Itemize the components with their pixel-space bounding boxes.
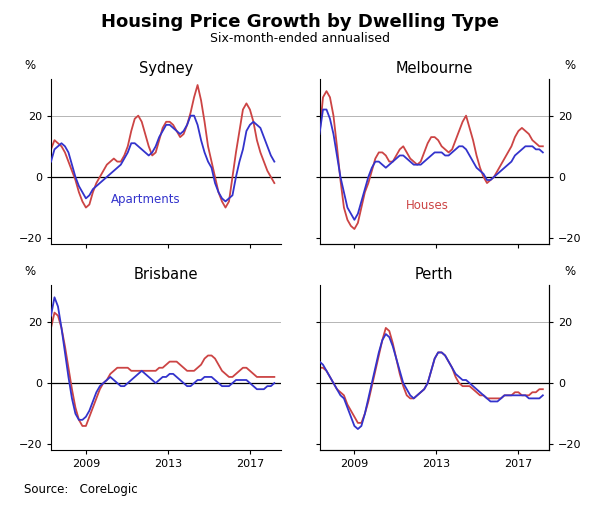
- Text: %: %: [564, 59, 575, 72]
- Text: Housing Price Growth by Dwelling Type: Housing Price Growth by Dwelling Type: [101, 13, 499, 31]
- Title: Sydney: Sydney: [139, 62, 193, 76]
- Text: Houses: Houses: [406, 199, 448, 212]
- Title: Brisbane: Brisbane: [134, 268, 198, 282]
- Text: %: %: [25, 59, 36, 72]
- Text: %: %: [564, 265, 575, 278]
- Title: Perth: Perth: [415, 268, 454, 282]
- Title: Melbourne: Melbourne: [395, 62, 473, 76]
- Text: Six-month-ended annualised: Six-month-ended annualised: [210, 32, 390, 45]
- Text: %: %: [25, 265, 36, 278]
- Text: Apartments: Apartments: [110, 193, 180, 206]
- Text: Source:   CoreLogic: Source: CoreLogic: [24, 483, 137, 496]
